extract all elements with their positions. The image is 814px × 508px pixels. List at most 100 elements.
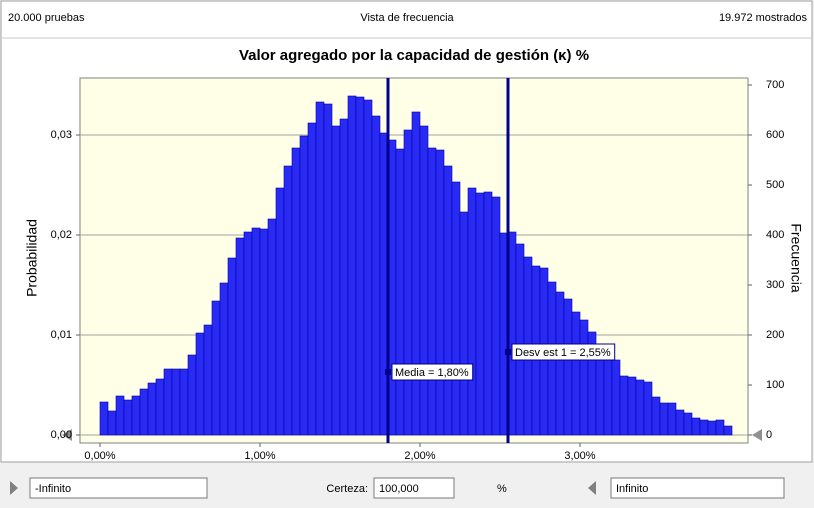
bar bbox=[563, 298, 573, 436]
bar bbox=[363, 99, 373, 436]
bar bbox=[139, 388, 149, 436]
bar bbox=[307, 122, 317, 436]
bar bbox=[443, 165, 453, 436]
right-input-text: Infinito bbox=[616, 483, 648, 495]
y-tick-label: 0,02 bbox=[51, 229, 72, 241]
bar bbox=[435, 149, 445, 436]
bar bbox=[659, 402, 669, 436]
bar bbox=[115, 395, 125, 436]
bar bbox=[171, 368, 181, 436]
footer-right-arrow[interactable] bbox=[588, 481, 596, 495]
y-axis-label: Probabilidad bbox=[24, 219, 40, 297]
bar bbox=[147, 382, 157, 436]
marker-label: Media = 1,80% bbox=[395, 367, 469, 379]
bar bbox=[195, 332, 205, 436]
bar bbox=[291, 147, 301, 436]
bar bbox=[651, 396, 661, 436]
bar bbox=[275, 187, 285, 436]
left-arrow[interactable] bbox=[62, 429, 72, 441]
bar bbox=[683, 412, 693, 436]
bar bbox=[339, 118, 349, 436]
bar bbox=[411, 111, 421, 436]
bar bbox=[323, 103, 333, 436]
y-tick-label: 0,00 bbox=[51, 429, 72, 441]
y2-tick-label: 300 bbox=[766, 279, 784, 291]
bar bbox=[491, 196, 501, 436]
bar bbox=[667, 402, 677, 436]
bar bbox=[331, 125, 341, 436]
left-input[interactable] bbox=[29, 477, 208, 499]
bar bbox=[371, 115, 381, 436]
bar bbox=[243, 231, 253, 436]
bar bbox=[395, 148, 405, 436]
certainty-unit: % bbox=[497, 483, 507, 495]
bar bbox=[131, 395, 141, 436]
certainty-label: Certeza: bbox=[326, 483, 368, 495]
bar bbox=[451, 181, 461, 436]
x-tick-label: 2,00% bbox=[404, 450, 435, 462]
y2-tick-label: 200 bbox=[766, 329, 784, 341]
x-tick-label: 0,00% bbox=[84, 450, 115, 462]
y-tick-label: 0,01 bbox=[51, 329, 72, 341]
header-right: 19.972 mostrados bbox=[719, 12, 808, 24]
marker-label-box bbox=[391, 363, 474, 381]
left-input-text: -Infinito bbox=[35, 483, 71, 495]
marker-label: Desv est 1 = 2,55% bbox=[515, 347, 611, 359]
bar bbox=[619, 375, 629, 436]
bar bbox=[483, 191, 493, 436]
bar bbox=[187, 354, 197, 436]
y2-tick-label: 100 bbox=[766, 379, 784, 391]
bar bbox=[475, 192, 485, 436]
bar bbox=[203, 324, 213, 436]
right-arrow[interactable] bbox=[752, 429, 762, 441]
bar bbox=[467, 187, 477, 436]
header-center: Vista de frecuencia bbox=[360, 12, 454, 24]
bar bbox=[635, 379, 645, 436]
bar bbox=[211, 300, 221, 436]
bar bbox=[611, 359, 621, 436]
marker-handle bbox=[505, 349, 511, 355]
y2-tick-label: 400 bbox=[766, 229, 784, 241]
y2-tick-label: 700 bbox=[766, 79, 784, 91]
header-left: 20.000 pruebas bbox=[8, 12, 85, 24]
x-tick-label: 3,00% bbox=[564, 450, 595, 462]
bar bbox=[299, 135, 309, 436]
bar bbox=[107, 410, 117, 436]
bar bbox=[627, 376, 637, 436]
bar bbox=[259, 228, 269, 436]
bar bbox=[419, 125, 429, 436]
bar bbox=[699, 419, 709, 436]
y2-tick-label: 500 bbox=[766, 179, 784, 191]
marker-handle bbox=[385, 369, 391, 375]
y2-axis-label: Frecuencia bbox=[788, 223, 804, 292]
bar bbox=[99, 401, 109, 436]
y2-tick-label: 0 bbox=[766, 429, 772, 441]
bar bbox=[691, 417, 701, 436]
bar bbox=[163, 368, 173, 436]
bar bbox=[235, 237, 245, 436]
bar bbox=[643, 381, 653, 436]
certainty-input[interactable] bbox=[373, 477, 455, 499]
bar bbox=[283, 165, 293, 436]
bar bbox=[707, 420, 717, 436]
bar bbox=[715, 419, 725, 436]
bar bbox=[155, 378, 165, 436]
bar bbox=[675, 409, 685, 436]
bar bbox=[723, 425, 733, 436]
right-input[interactable] bbox=[610, 477, 785, 499]
bar bbox=[459, 211, 469, 436]
bar bbox=[267, 218, 277, 436]
bar bbox=[315, 101, 325, 436]
bar bbox=[555, 291, 565, 436]
bar bbox=[219, 282, 229, 436]
x-tick-label: 1,00% bbox=[244, 450, 275, 462]
bar bbox=[251, 227, 261, 436]
footer-left-arrow[interactable] bbox=[10, 481, 18, 495]
bar bbox=[179, 368, 189, 436]
bar bbox=[347, 95, 357, 436]
bar bbox=[515, 243, 525, 436]
bar bbox=[571, 311, 581, 436]
bar bbox=[427, 147, 437, 436]
